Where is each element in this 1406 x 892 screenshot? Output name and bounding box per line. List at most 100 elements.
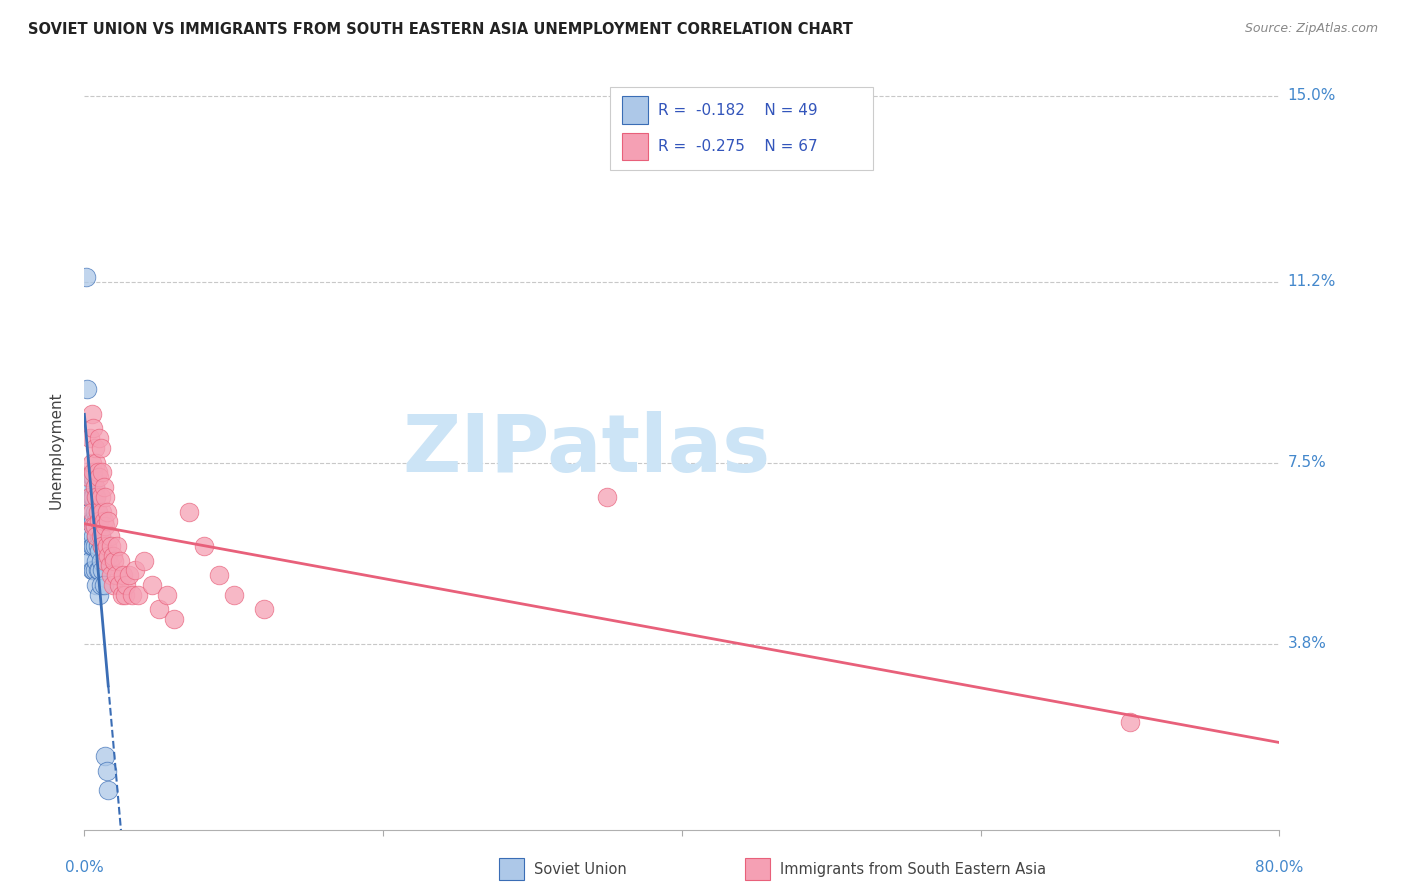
Point — [89, 470, 111, 484]
Point — [82, 466, 104, 480]
Point — [94, 553, 117, 567]
Point — [79, 480, 101, 494]
Point — [148, 602, 170, 616]
Point — [105, 539, 128, 553]
Point — [101, 549, 124, 563]
Point — [90, 578, 112, 592]
Text: Immigrants from South Eastern Asia: Immigrants from South Eastern Asia — [780, 863, 1046, 877]
Point — [83, 519, 105, 533]
Point — [89, 515, 111, 529]
FancyBboxPatch shape — [610, 87, 873, 170]
Point — [91, 466, 114, 480]
Point — [97, 783, 120, 797]
Point — [80, 490, 103, 504]
Point — [86, 578, 108, 592]
Text: 11.2%: 11.2% — [1288, 274, 1336, 289]
Point — [79, 490, 101, 504]
Point — [121, 588, 143, 602]
Point — [83, 563, 105, 577]
Point — [193, 539, 215, 553]
Text: 3.8%: 3.8% — [1288, 636, 1327, 651]
Point — [86, 529, 108, 543]
Point — [83, 539, 105, 553]
Point — [80, 407, 103, 421]
Point — [87, 466, 110, 480]
Point — [100, 568, 122, 582]
Point — [86, 490, 108, 504]
Point — [94, 749, 117, 764]
Point — [89, 529, 111, 543]
Point — [83, 441, 105, 455]
Point — [94, 490, 117, 504]
Text: 15.0%: 15.0% — [1288, 88, 1336, 103]
Point — [80, 563, 103, 577]
Point — [90, 441, 112, 455]
Point — [110, 553, 132, 567]
Text: R =  -0.182    N = 49: R = -0.182 N = 49 — [658, 103, 818, 118]
Point — [77, 490, 100, 504]
Point — [80, 515, 103, 529]
Point — [222, 588, 245, 602]
FancyBboxPatch shape — [623, 133, 648, 160]
Point — [111, 588, 134, 602]
Text: Source: ZipAtlas.com: Source: ZipAtlas.com — [1244, 22, 1378, 36]
Point — [76, 382, 98, 396]
Point — [89, 515, 111, 529]
Point — [82, 519, 104, 533]
Point — [91, 563, 114, 577]
Point — [77, 515, 100, 529]
Point — [82, 563, 104, 577]
Point — [104, 568, 127, 582]
Point — [87, 519, 110, 533]
Point — [87, 505, 110, 519]
Point — [80, 539, 103, 553]
Point — [132, 553, 156, 567]
Point — [90, 529, 112, 543]
Point — [83, 505, 105, 519]
Point — [90, 553, 112, 567]
Point — [90, 529, 112, 543]
Text: 0.0%: 0.0% — [65, 860, 104, 875]
Point — [82, 529, 104, 543]
Point — [100, 539, 122, 553]
FancyBboxPatch shape — [623, 96, 648, 124]
Point — [98, 558, 121, 573]
Point — [75, 269, 97, 284]
Point — [79, 505, 101, 519]
Point — [1119, 714, 1142, 729]
Y-axis label: Unemployment: Unemployment — [49, 392, 63, 509]
Point — [83, 480, 105, 494]
Point — [80, 505, 103, 519]
Point — [91, 505, 114, 519]
Point — [127, 588, 149, 602]
Point — [86, 490, 108, 504]
Point — [96, 505, 118, 519]
Point — [79, 529, 101, 543]
Point — [82, 470, 104, 484]
Point — [86, 456, 108, 470]
Point — [90, 490, 112, 504]
Point — [94, 519, 117, 533]
Point — [83, 519, 105, 533]
Text: 7.5%: 7.5% — [1288, 455, 1326, 470]
Point — [93, 543, 115, 558]
Point — [79, 431, 101, 445]
Point — [107, 578, 129, 592]
Text: R =  -0.275    N = 67: R = -0.275 N = 67 — [658, 139, 818, 154]
Point — [89, 543, 111, 558]
Point — [96, 764, 118, 778]
Point — [87, 539, 110, 553]
Point — [97, 549, 120, 563]
Point — [155, 588, 177, 602]
Text: Soviet Union: Soviet Union — [534, 863, 627, 877]
Point — [89, 588, 111, 602]
Point — [83, 480, 105, 494]
Point — [141, 578, 163, 592]
Text: ZIPatlas: ZIPatlas — [402, 411, 770, 490]
Point — [76, 470, 98, 484]
Point — [82, 490, 104, 504]
Point — [89, 563, 111, 577]
Point — [93, 515, 115, 529]
Point — [87, 563, 110, 577]
Point — [91, 539, 114, 553]
